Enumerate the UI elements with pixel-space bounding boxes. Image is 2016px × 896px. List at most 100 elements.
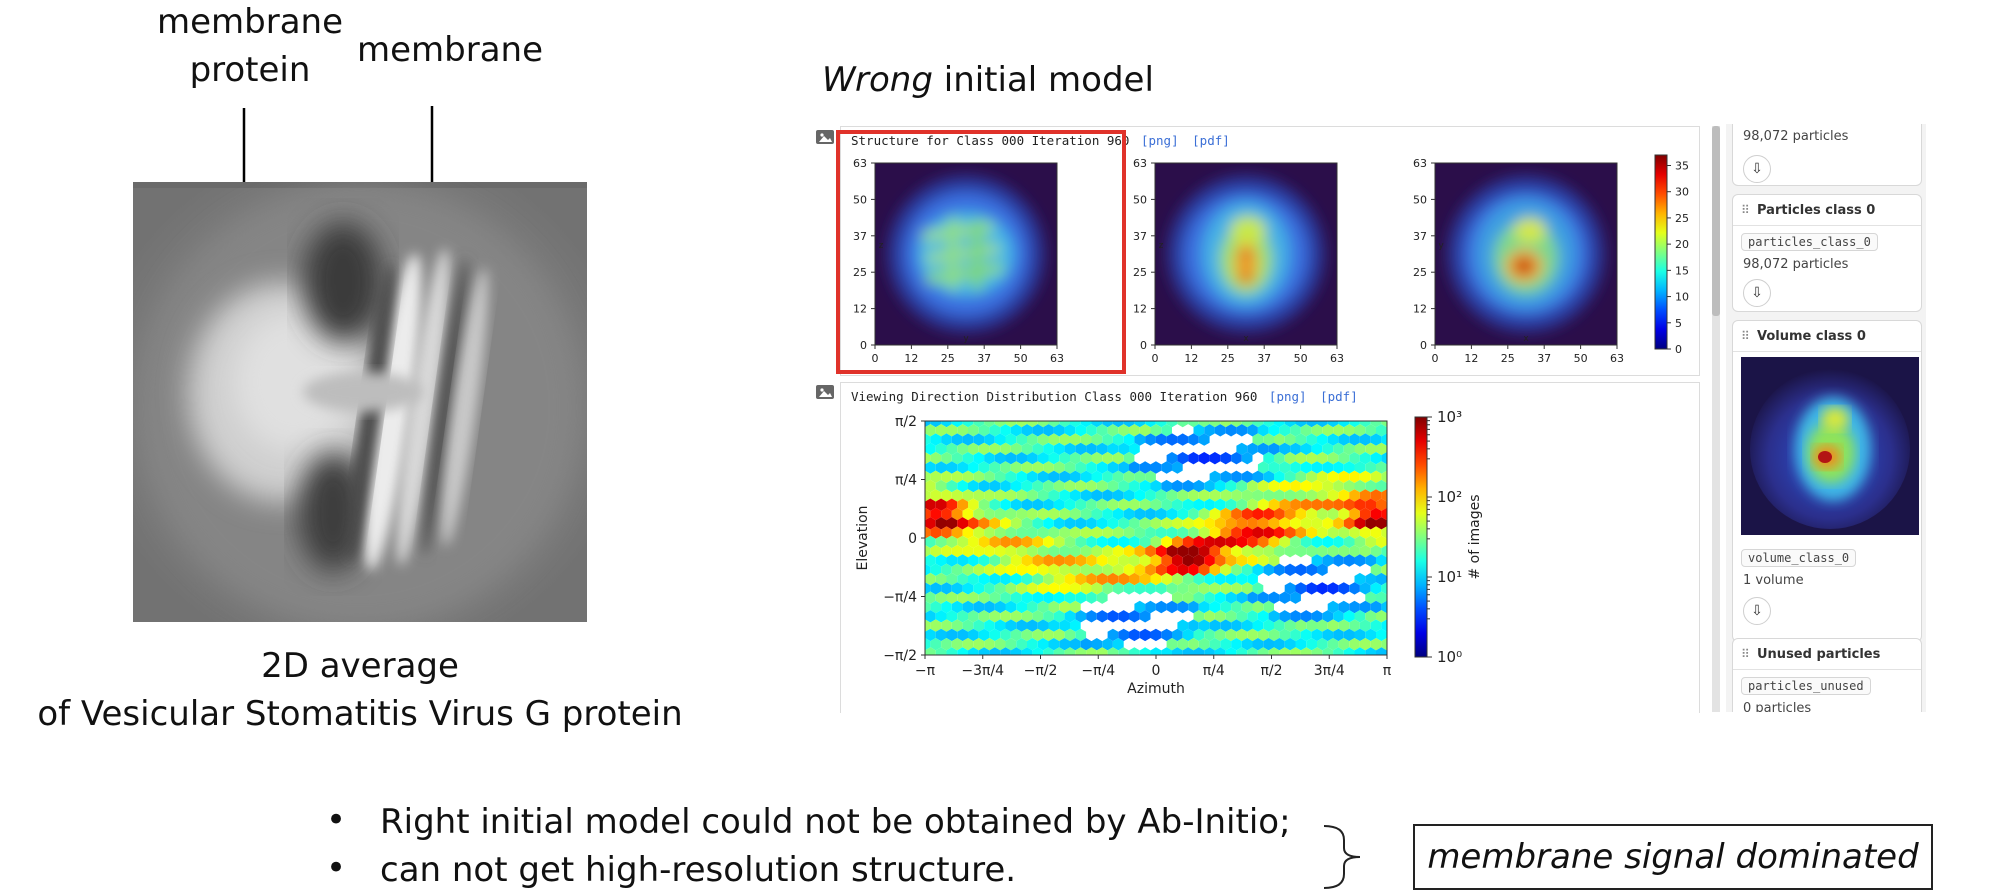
viewing-pdf-link[interactable]: [pdf]: [1320, 389, 1358, 404]
colorbar-tick-label: 10⁰: [1437, 648, 1462, 666]
y-tick-label: 50: [853, 193, 867, 206]
curly-brace: [1323, 825, 1361, 889]
sidebar-scrollbar[interactable]: [1712, 126, 1720, 712]
x-axis-label: Azimuth: [1127, 681, 1185, 697]
y-axis-label: z: [1159, 241, 1164, 251]
label-membrane: membrane: [356, 30, 544, 70]
x-tick-label: 0: [1152, 663, 1161, 679]
card-count: 1 volume: [1743, 573, 1804, 588]
volume-thumbnail: [1741, 357, 1919, 535]
x-tick-label: 50: [1014, 352, 1028, 365]
y-tick-label: π/2: [895, 414, 917, 430]
y-tick-label: 50: [1413, 193, 1427, 206]
y-tick-label: 12: [1413, 303, 1427, 316]
y-tick-label: 25: [1133, 266, 1147, 279]
label-membrane-protein-line1: membrane: [156, 2, 344, 42]
drag-handle-icon[interactable]: ⠿: [1741, 647, 1750, 661]
caption-line2: of Vesicular Stomatitis Virus G protein: [37, 694, 683, 734]
x-tick-label: 12: [1184, 352, 1198, 365]
bullet-mark-2: •: [326, 848, 347, 888]
download-icon[interactable]: ⇩: [1743, 155, 1771, 183]
x-tick-label: 50: [1294, 352, 1308, 365]
y-tick-label: −π/2: [883, 648, 917, 664]
x-tick-label: 37: [977, 352, 991, 365]
y-tick-label: 63: [1133, 157, 1147, 170]
colorbar-label: # of images: [1467, 494, 1483, 579]
image-icon-2: [816, 385, 834, 399]
bullet-1: Right initial model could not be obtaine…: [380, 802, 1291, 842]
x-axis-label: x: [1243, 334, 1249, 344]
x-axis-label: y: [963, 334, 969, 344]
card-divider: [1733, 225, 1921, 226]
center-title-rest: initial model: [932, 60, 1154, 100]
y-tick-label: 37: [1413, 230, 1427, 243]
x-tick-label: −π: [915, 663, 936, 679]
x-tick-label: 25: [1221, 352, 1235, 365]
colorbar-tick-label: 0: [1675, 343, 1682, 356]
x-tick-label: π/2: [1260, 663, 1282, 679]
colorbar-tick-label: 10²: [1437, 488, 1462, 506]
x-tick-label: 37: [1537, 352, 1551, 365]
y-tick-label: 50: [1133, 193, 1147, 206]
colorbar-tick-label: 20: [1675, 238, 1689, 251]
x-tick-label: 0: [1432, 352, 1439, 365]
card-tag: volume_class_0: [1741, 549, 1857, 567]
structure-png-link[interactable]: [png]: [1140, 133, 1179, 148]
x-tick-label: π: [1383, 663, 1392, 679]
projection-plot-1: 63 50 37 25 12 00 12 25 37 50 63 y z: [853, 157, 1064, 365]
x-tick-label: 25: [941, 352, 955, 365]
boxed-note-text: membrane signal dominated: [1427, 837, 1919, 877]
sidebar-scrollbar-thumb[interactable]: [1712, 126, 1720, 316]
sidebar-card-unused-particles[interactable]: ⠿ Unused particles particles_unused 0 pa…: [1732, 638, 1922, 712]
x-tick-label: 63: [1050, 352, 1064, 365]
y-tick-label: −π/4: [883, 590, 917, 606]
x-tick-label: 0: [872, 352, 879, 365]
y-tick-label: 25: [1413, 266, 1427, 279]
x-tick-label: 25: [1501, 352, 1515, 365]
center-title-italic: Wrong: [822, 60, 933, 100]
colorbar-tick-label: 10: [1675, 291, 1689, 304]
card-count: 98,072 particles: [1743, 257, 1849, 272]
colorbar-tick-label: 15: [1675, 264, 1689, 277]
structure-colorbar: 35 30 25 20 15 10 5 0: [1654, 154, 1689, 356]
image-icon: [816, 130, 834, 144]
x-axis-label: x: [1523, 334, 1529, 344]
sidebar: 98,072 particles ⇩ ⠿ Particles class 0 p…: [1726, 124, 1926, 712]
x-tick-label: −π/2: [1024, 663, 1058, 679]
viewing-direction-hexbin: π/2π/40−π/4−π/2−π −3π/4 −π/2 −π/4 0 π/4 π/2 3π/…: [855, 408, 1483, 697]
x-tick-label: 3π/4: [1314, 663, 1345, 679]
y-tick-label: 63: [1413, 157, 1427, 170]
structure-panel: Structure for Class 000 Iteration 960 [p…: [840, 126, 1700, 376]
y-tick-label: π/4: [895, 473, 917, 489]
y-axis-label: Elevation: [855, 505, 871, 570]
x-tick-label: 12: [1464, 352, 1478, 365]
x-tick-label: π/4: [1203, 663, 1225, 679]
y-tick-label: 25: [853, 266, 867, 279]
sidebar-card-particles-class-0[interactable]: ⠿ Particles class 0 particles_class_0 98…: [1732, 194, 1922, 312]
2d-class-average-image: [133, 182, 587, 622]
viewing-png-link[interactable]: [png]: [1268, 389, 1307, 404]
drag-handle-icon[interactable]: ⠿: [1741, 203, 1750, 217]
sidebar-top-count: 98,072 particles: [1743, 129, 1849, 144]
structure-pdf-link[interactable]: [pdf]: [1192, 133, 1230, 148]
drag-handle-icon[interactable]: ⠿: [1741, 329, 1750, 343]
colorbar-tick-label: 30: [1675, 186, 1689, 199]
y-axis-label: y: [1438, 241, 1444, 251]
download-icon[interactable]: ⇩: [1743, 597, 1771, 625]
colorbar-tick-label: 5: [1675, 317, 1682, 330]
center-title: Wrong initial model: [822, 60, 1154, 100]
viewing-colorbar: 10³ 10² 10¹ 10⁰ # of images: [1414, 408, 1483, 666]
sidebar-card-volume-class-0[interactable]: ⠿ Volume class 0 volume_class_0 1 volume…: [1732, 320, 1922, 642]
card-divider: [1733, 351, 1921, 352]
caption-line1: 2D average: [261, 646, 459, 686]
projection-plot-2: 63 50 37 25 12 00 12 25 37 50 63 x z: [1133, 157, 1344, 365]
y-tick-label: 0: [860, 339, 867, 352]
colorbar-tick-label: 25: [1675, 212, 1689, 225]
x-tick-label: −π/4: [1081, 663, 1115, 679]
card-title: Unused particles: [1757, 647, 1881, 662]
colorbar-tick-label: 10¹: [1437, 568, 1462, 586]
card-title: Volume class 0: [1757, 329, 1866, 344]
download-icon[interactable]: ⇩: [1743, 279, 1771, 307]
x-tick-label: 12: [904, 352, 918, 365]
